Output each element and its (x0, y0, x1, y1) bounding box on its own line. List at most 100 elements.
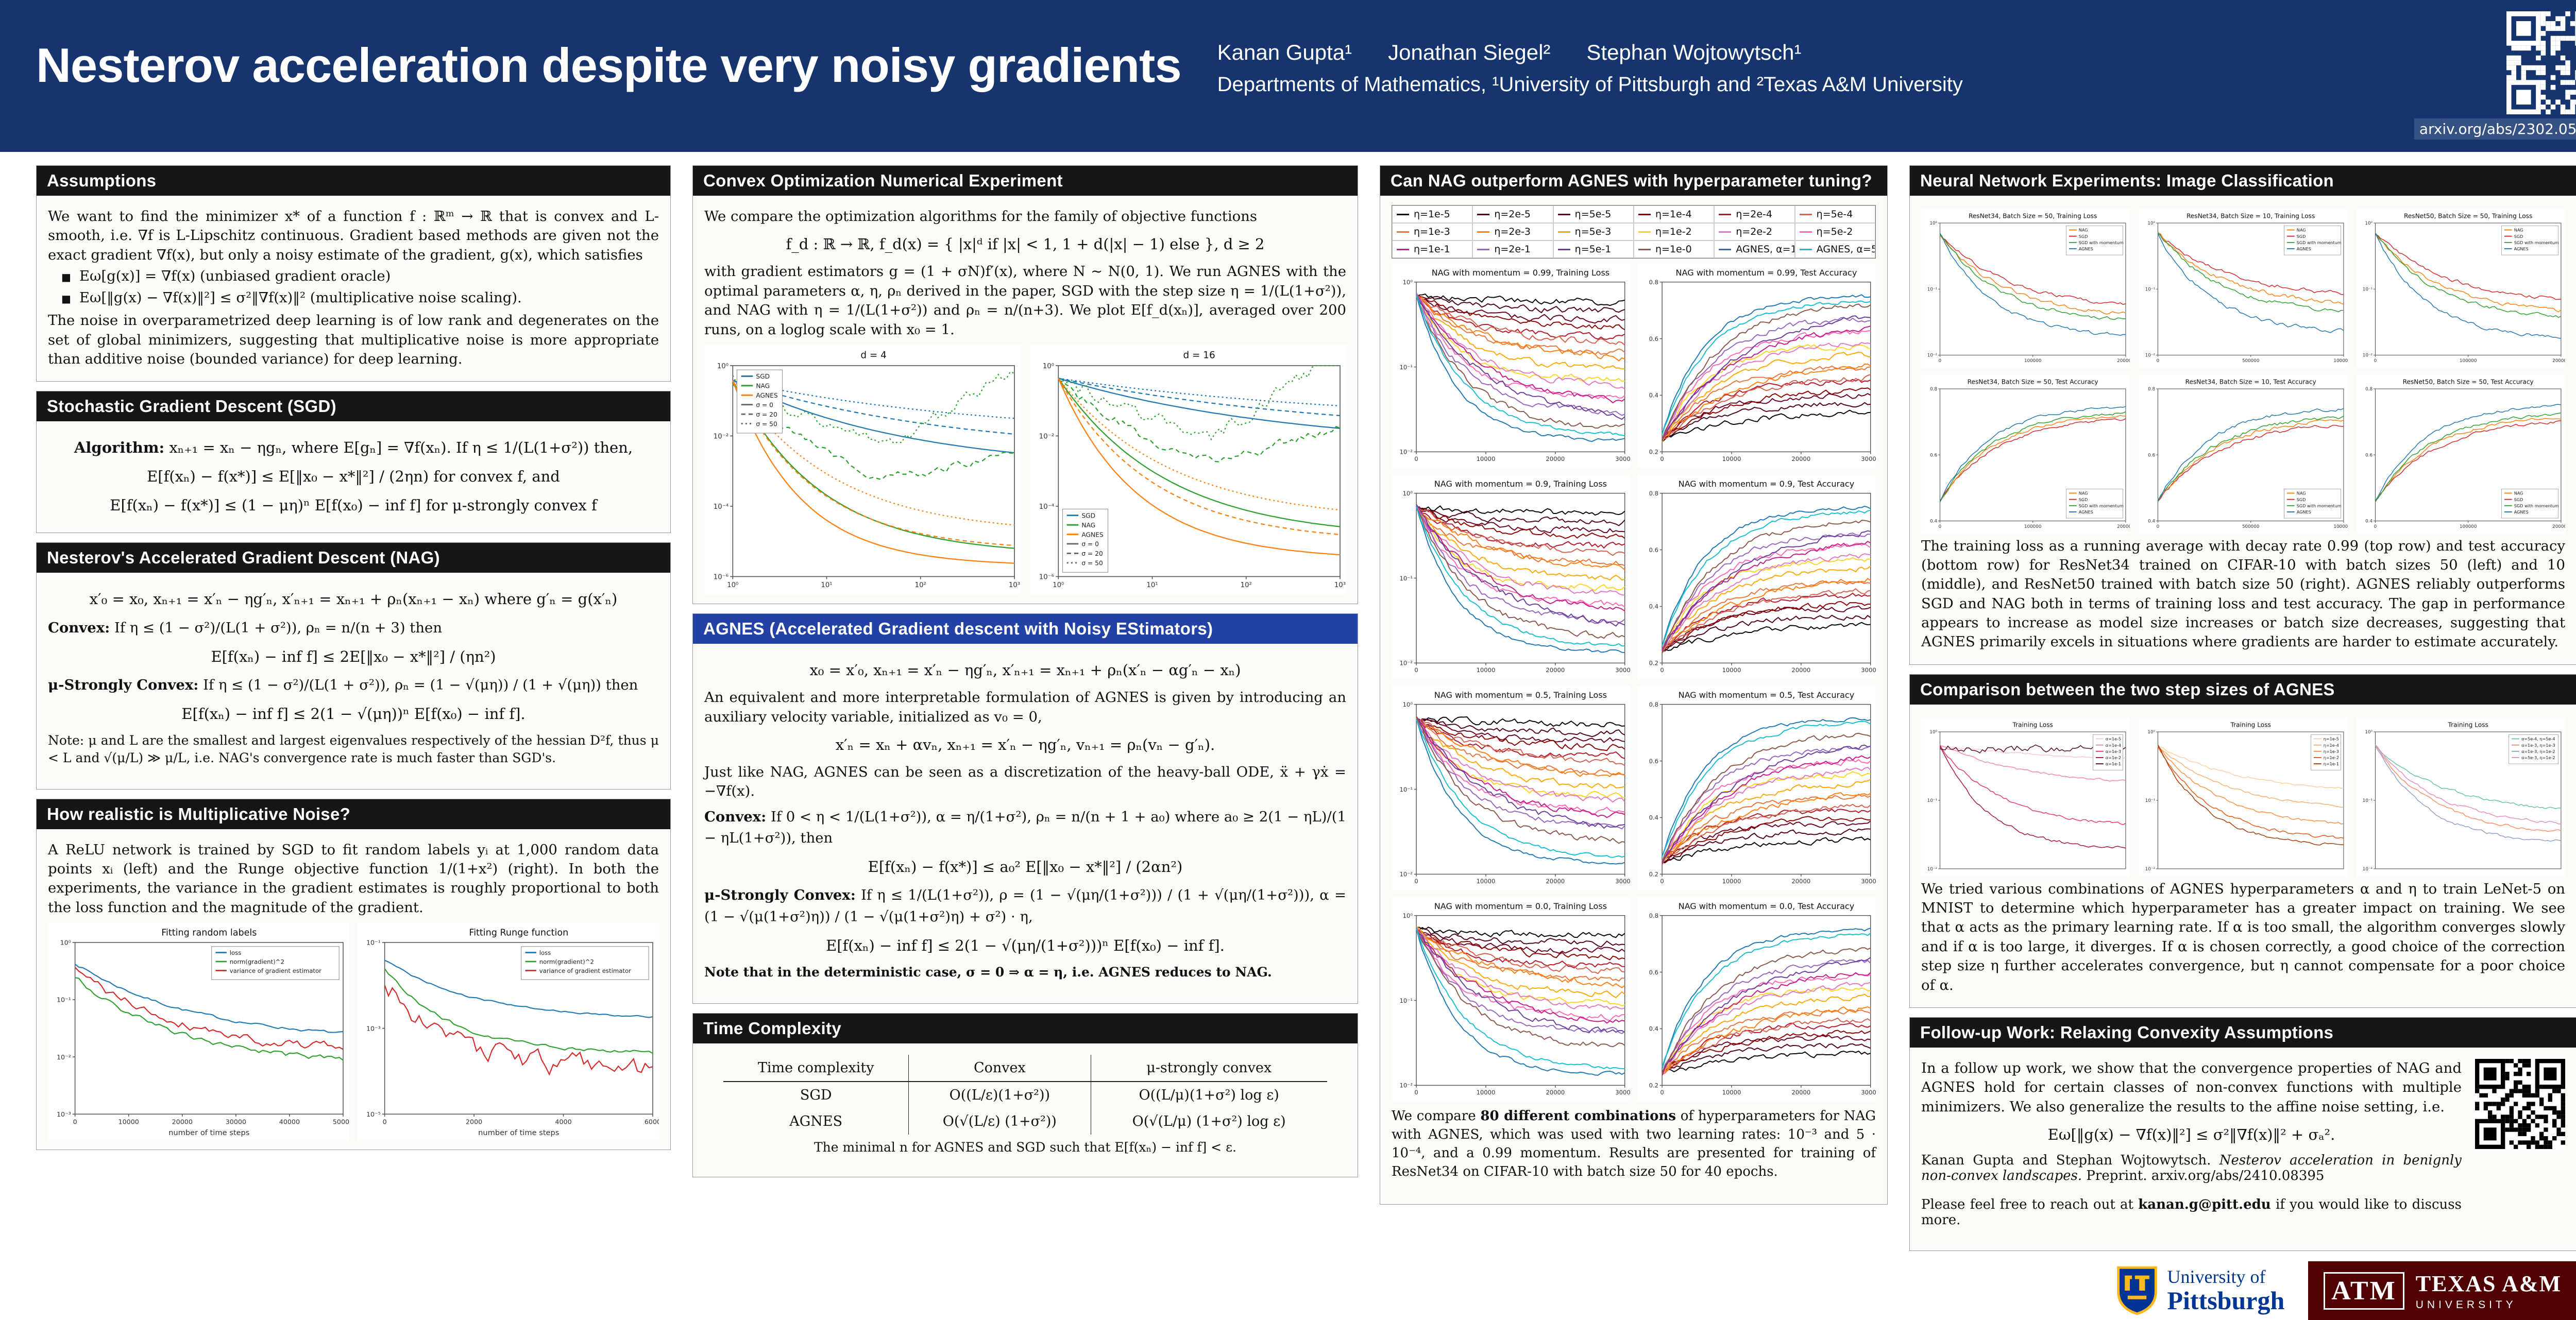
legend-label: η=2e-1 (1494, 244, 1531, 255)
legend-label: AGNES, α=5e-4 (1816, 244, 1875, 255)
sgd-bound-convex: E[f(xₙ) − f(x*)] ≤ E[‖x₀ − x*‖²] / (2ηn)… (147, 468, 560, 486)
svg-text:NAG: NAG (2514, 490, 2523, 495)
legend-item: AGNES, α=1e-3 (1714, 241, 1795, 258)
svg-text:0: 0 (2156, 358, 2159, 364)
agnes-convex-condition: Convex: If 0 < η < 1/(L(1+σ²)), α = η/(1… (704, 807, 1346, 849)
svg-text:0.6: 0.6 (1649, 969, 1658, 976)
svg-text:10⁻¹: 10⁻¹ (1399, 364, 1413, 371)
svg-text:10⁻¹: 10⁻¹ (1399, 575, 1413, 582)
svg-text:NAG: NAG (2079, 228, 2088, 233)
svg-text:σ = 50: σ = 50 (1081, 560, 1103, 567)
legend-item: η=2e-5 (1472, 205, 1553, 223)
svg-text:0.6: 0.6 (2148, 453, 2155, 458)
pitt-logo: University of Pittsburgh (2105, 1261, 2295, 1320)
svg-text:10000: 10000 (1722, 1089, 1741, 1096)
svg-text:10⁻⁶: 10⁻⁶ (714, 573, 728, 581)
tamu-wordmark-line2: UNIVERSITY (2415, 1298, 2517, 1311)
svg-text:10000: 10000 (1477, 878, 1496, 885)
svg-text:AGNES: AGNES (2296, 509, 2311, 515)
algorithm-label: Algorithm: (74, 439, 165, 457)
svg-text:30000: 30000 (1615, 455, 1630, 462)
svg-text:SGD with momentum: SGD with momentum (2514, 240, 2559, 245)
agnes-update-rule: x₀ = x′₀, xₙ₊₁ = x′ₙ − ηg′ₙ, x′ₙ₊₁ = xₙ₊… (809, 661, 1241, 679)
section-heading-step-sizes: Comparison between the two step sizes of… (1910, 674, 2576, 705)
nag-tuning-row-3: NAG with momentum = 0.5, Training Loss 10… (1392, 686, 1880, 890)
svg-text:10⁻²: 10⁻² (1399, 1082, 1413, 1089)
svg-text:σ = 0: σ = 0 (1081, 541, 1099, 548)
svg-text:SGD with momentum: SGD with momentum (2296, 503, 2341, 508)
svg-text:10⁻²: 10⁻² (2363, 353, 2372, 358)
svg-text:α=1e-3, η=1e-3: α=1e-3, η=1e-3 (2521, 743, 2555, 748)
contact-email[interactable]: kanan.g@pitt.edu (2138, 1197, 2271, 1213)
col-header: Convex (908, 1054, 1091, 1082)
svg-text:α=5e-3, η=1e-2: α=5e-3, η=1e-2 (2521, 755, 2555, 760)
arxiv-link[interactable]: arxiv.org/abs/2302.05515 (2414, 118, 2576, 140)
svg-text:0: 0 (1660, 1089, 1664, 1096)
svg-text:10³: 10³ (1009, 581, 1020, 589)
legend-label: η=1e-1 (1414, 244, 1450, 255)
svg-text:10⁻⁴: 10⁻⁴ (714, 503, 728, 511)
chart-nag-momentum-05-test-accuracy: NAG with momentum = 0.5, Test Accuracy 0.… (1637, 686, 1880, 890)
contact-text: Please feel free to reach out at (1921, 1197, 2139, 1213)
nag-tuning-row-4: NAG with momentum = 0.0, Training Loss 10… (1392, 897, 1880, 1102)
chart-d4: d = 4 10⁻⁶ 10⁻⁴ 10⁻² 10⁰ 10⁰ 10¹ 10² 10³ SGD NAG AG… (704, 345, 1021, 595)
svg-text:10⁻²: 10⁻² (1399, 871, 1413, 878)
nn-accuracy-charts: ResNet34, Batch Size = 50, Test Accuracy… (1921, 374, 2570, 534)
chart-varying-alpha: Training Loss 10⁻² 10⁻¹ 10⁰ α=1e-5 α=1e-4 α=1e… (1921, 717, 2130, 877)
legend-line-icon (1719, 213, 1732, 215)
svg-text:AGNES: AGNES (2079, 509, 2093, 515)
nag-tuning-row-2: NAG with momentum = 0.9, Training Loss 10… (1392, 475, 1880, 679)
section-agnes: AGNES (Accelerated Gradient descent with… (692, 613, 1358, 1004)
svg-text:0.6: 0.6 (1930, 453, 1937, 458)
svg-text:η=1e-3: η=1e-3 (2323, 749, 2338, 754)
legend-line-icon (1638, 248, 1651, 250)
nag-convex-text: If η ≤ (1 − σ²)/(L(1 + σ²)), ρₙ = n/(n +… (114, 619, 443, 636)
svg-text:10¹: 10¹ (1146, 581, 1158, 589)
svg-text:0.8: 0.8 (2365, 387, 2372, 392)
legend-line-icon (1397, 248, 1409, 250)
legend-item: η=1e-3 (1392, 223, 1473, 241)
svg-text:40000: 40000 (279, 1118, 300, 1126)
svg-text:0.8: 0.8 (2148, 387, 2155, 392)
nag-strong-condition: μ-Strongly Convex: If η ≤ (1 − σ²)/(L(1 … (48, 675, 659, 696)
legend-line-icon (1557, 231, 1570, 233)
svg-text:10⁰: 10⁰ (1043, 363, 1054, 370)
citation-arxiv[interactable]: Preprint. arxiv.org/abs/2410.08395 (2082, 1168, 2325, 1184)
svg-text:100000: 100000 (2024, 358, 2041, 364)
legend-line-icon (1638, 231, 1651, 233)
svg-text:0: 0 (1939, 524, 1942, 529)
svg-text:0.2: 0.2 (1649, 1082, 1658, 1089)
convex-experiment-charts: d = 4 10⁻⁶ 10⁻⁴ 10⁻² 10⁰ 10⁰ 10¹ 10² 10³ SGD NAG AG… (704, 345, 1346, 595)
svg-text:0: 0 (2374, 524, 2377, 529)
noise-text: A ReLU network is trained by SGD to fit … (48, 841, 659, 916)
followup-text-block: In a follow up work, we show that the co… (1921, 1056, 2462, 1241)
legend-line-icon (1477, 231, 1490, 233)
column-4: Neural Network Experiments: Image Classi… (1909, 165, 2576, 1320)
poster-title: Nesterov acceleration despite very noisy… (36, 38, 1182, 92)
svg-text:10³: 10³ (1334, 581, 1346, 589)
svg-text:10⁰: 10⁰ (1403, 490, 1413, 497)
svg-text:SGD: SGD (1081, 512, 1095, 519)
svg-text:0: 0 (1660, 666, 1664, 674)
svg-text:α=1e-2: α=1e-2 (2106, 755, 2121, 760)
hyperparameter-legend-grid: η=1e-5 η=2e-5 η=5e-5 η=1e-4 η=2e-4 η=5e-4 η=1e… (1392, 205, 1876, 259)
svg-text:η=1e-2: η=1e-2 (2323, 755, 2338, 760)
legend-label: η=2e-5 (1494, 209, 1531, 220)
legend-item: η=5e-2 (1794, 223, 1875, 241)
nag-note: Note: μ and L are the smallest and large… (48, 733, 659, 765)
svg-text:η=1e-1: η=1e-1 (2323, 761, 2338, 766)
svg-text:30000: 30000 (226, 1118, 246, 1126)
followup-text: In a follow up work, we show that the co… (1921, 1059, 2462, 1115)
svg-text:SGD: SGD (2079, 234, 2088, 239)
svg-text:α=1e-4: α=1e-4 (2106, 743, 2121, 748)
svg-text:30000: 30000 (1861, 878, 1876, 885)
legend-item: η=1e-0 (1633, 241, 1715, 258)
agnes-text-2: Just like NAG, AGNES can be seen as a di… (704, 764, 1346, 800)
svg-text:10⁰: 10⁰ (1403, 701, 1413, 708)
column-1: Assumptions We want to find the minimize… (36, 165, 671, 1151)
section-nn-experiments: Neural Network Experiments: Image Classi… (1909, 165, 2576, 665)
svg-text:10⁻¹: 10⁻¹ (2363, 798, 2373, 803)
caption-text: of hyperparameters for NAG with AGNES, w… (1392, 1108, 1876, 1180)
svg-text:variance of gradient estimator: variance of gradient estimator (230, 967, 321, 974)
chart-nag-momentum-05-training-loss: NAG with momentum = 0.5, Training Loss 10… (1392, 686, 1634, 890)
